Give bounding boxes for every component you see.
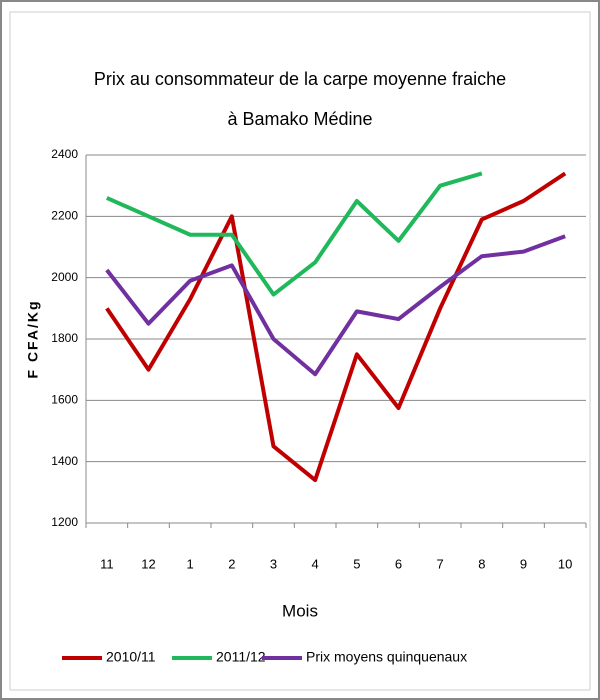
y-tick-label: 1200 [51,515,78,529]
series-line [105,234,566,377]
y-tick-label: 2000 [51,270,78,284]
x-tick-label: 4 [312,556,319,571]
legend-label: 2011/12 [216,649,266,665]
x-tick-label: 9 [520,556,527,571]
x-tick-label: 8 [478,556,485,571]
legend-label: Prix moyens quinquenaux [306,649,467,665]
chart-title: Prix au consommateur de la carpe moyenne… [94,69,506,89]
plot-frame [9,11,591,691]
x-tick-label: 2 [228,556,235,571]
x-tick-label: 3 [270,556,277,571]
y-tick-label: 2200 [51,209,78,223]
chart-title: à Bamako Médine [227,109,372,129]
x-tick-label: 11 [100,556,114,571]
x-tick-label: 10 [558,556,572,571]
series-line [106,171,483,297]
x-tick-label: 1 [187,556,194,571]
x-axis-label: Mois [282,601,318,620]
x-tick-label: 7 [437,556,444,571]
x-tick-label: 12 [141,556,155,571]
legend-label: 2010/11 [106,649,156,665]
y-tick-label: 1400 [51,454,78,468]
y-tick-label: 1800 [51,331,78,345]
x-tick-label: 6 [395,556,402,571]
series-line [105,171,567,483]
x-tick-label: 5 [353,556,360,571]
y-axis-label: F CFA/Kg [25,300,41,379]
y-tick-label: 1600 [51,393,78,407]
y-tick-label: 2400 [51,147,78,161]
